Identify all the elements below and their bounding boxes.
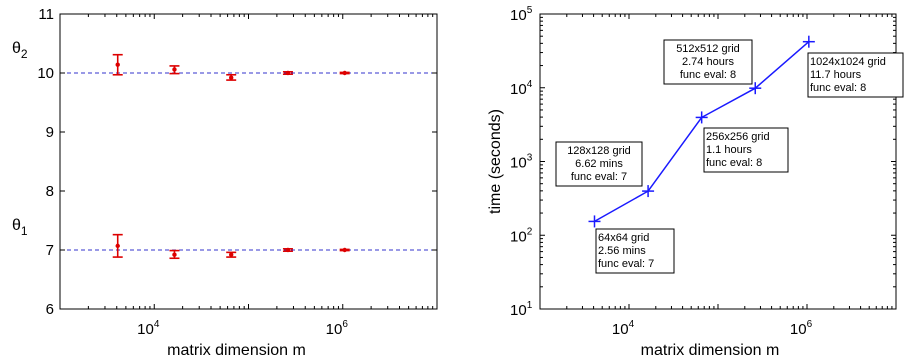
- annotation-line: 11.7 hours: [810, 69, 862, 81]
- x-tick-label: 106: [790, 319, 813, 338]
- annotation-line: 1024x1024 grid: [810, 56, 886, 68]
- x-axis-label: matrix dimension m: [167, 342, 306, 359]
- right-chart: 101 102 103 104 105 104 106 matrix dimension m t…: [487, 5, 904, 359]
- y-tick-label: 102: [510, 226, 533, 245]
- annotation-line: 256x256 grid: [706, 131, 770, 143]
- data-point: [285, 70, 291, 76]
- data-point: [342, 247, 347, 253]
- annotation-line: 64x64 grid: [598, 232, 649, 244]
- data-point: [229, 252, 234, 257]
- data-point: [115, 243, 120, 249]
- data-point-marker: [642, 185, 655, 198]
- annotation-line: func eval: 8: [810, 82, 866, 94]
- left-chart: 6 7 8 9 10 11 104 106 matrix dimension m θ2 θ1: [12, 6, 438, 359]
- annotation-frame: [663, 39, 753, 85]
- series-label: θ2: [12, 40, 28, 61]
- data-point: [172, 252, 177, 257]
- annotation-line: 2.74 hours: [682, 56, 734, 68]
- x-tick-label: 106: [326, 319, 349, 338]
- x-axis-label: matrix dimension m: [641, 342, 780, 359]
- data-point: [229, 75, 234, 80]
- data-point: [172, 67, 177, 72]
- annotation-line: func eval: 7: [598, 258, 654, 270]
- y-tick-label: 10: [37, 65, 54, 82]
- data-point: [285, 247, 291, 253]
- y-axis-label: time (seconds): [487, 109, 504, 214]
- annotation-line: 2.56 mins: [598, 245, 646, 257]
- annotation-line: 128x128 grid: [567, 145, 631, 157]
- y-tick-label: 103: [510, 153, 533, 172]
- x-tick-label: 104: [137, 319, 160, 338]
- x-tick-label: 104: [612, 319, 635, 338]
- data-point-marker: [695, 111, 708, 124]
- series-label: θ1: [12, 217, 28, 238]
- annotation-line: func eval: 8: [680, 69, 736, 81]
- y-tick-label: 101: [510, 300, 533, 319]
- annotation-frame: [807, 52, 904, 98]
- data-point-marker: [749, 82, 762, 95]
- annotation-line: 1.1 hours: [706, 144, 752, 156]
- annotation-frame: [555, 141, 643, 187]
- annotation-line: 512x512 grid: [676, 43, 740, 55]
- y-tick-label: 9: [46, 124, 54, 141]
- y-tick-label: 7: [46, 242, 54, 259]
- annotation-line: func eval: 8: [706, 157, 762, 169]
- plot-area-frame: [59, 13, 438, 310]
- data-point: [342, 70, 347, 76]
- y-tick-label: 105: [510, 5, 533, 24]
- data-point-marker: [802, 35, 815, 48]
- y-tick-label: 8: [46, 183, 54, 200]
- annotation-frame: [703, 127, 789, 173]
- annotation-line: func eval: 7: [571, 171, 627, 183]
- y-tick-label: 104: [510, 79, 533, 98]
- annotation-line: 6.62 mins: [575, 158, 623, 170]
- data-point-marker: [588, 215, 601, 228]
- annotation-frame: [595, 228, 675, 274]
- data-point: [115, 62, 120, 67]
- y-tick-label: 11: [38, 6, 54, 23]
- y-tick-label: 6: [46, 301, 54, 318]
